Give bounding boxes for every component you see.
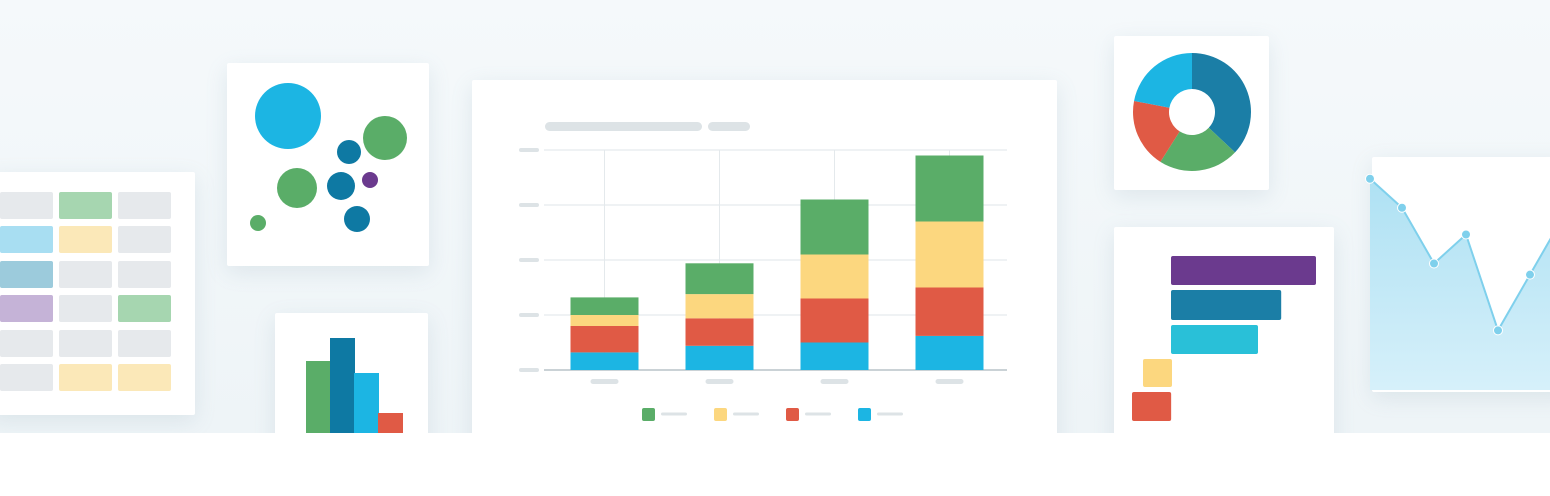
- horizontal-bar: [1132, 392, 1172, 421]
- x-tick-label-placeholder: [705, 379, 734, 384]
- bubble: [337, 140, 361, 164]
- horizontal-bar-chart-card: [1114, 227, 1334, 433]
- legend-swatch: [858, 408, 871, 421]
- donut-slice: [1134, 53, 1192, 108]
- stacked-bar-segment: [570, 352, 639, 370]
- table-cell: [118, 260, 171, 288]
- stacked-bar-segment: [915, 335, 984, 370]
- horizontal-bar: [1171, 256, 1316, 285]
- table-cell: [59, 260, 112, 288]
- legend-label-placeholder: [877, 412, 903, 416]
- donut-slice: [1192, 53, 1251, 153]
- legend-swatch: [642, 408, 655, 421]
- legend-label-placeholder: [661, 412, 687, 416]
- table-cell: [0, 295, 53, 323]
- stacked-bar-segment: [685, 318, 754, 346]
- bubble: [362, 172, 378, 188]
- stacked-bar-segment: [570, 297, 639, 315]
- stacked-bar-segment: [915, 221, 984, 288]
- area-point: [1461, 229, 1471, 240]
- stacked-bar-segment: [915, 287, 984, 336]
- legend-label-placeholder: [733, 412, 759, 416]
- dashboard-illustration: [0, 0, 1550, 433]
- area-point: [1397, 202, 1407, 213]
- stacked-bar-segment: [800, 254, 869, 299]
- bubble: [344, 206, 370, 232]
- table-cell: [0, 364, 53, 391]
- table-cell: [59, 329, 112, 357]
- table-cell: [118, 364, 171, 391]
- horizontal-bar: [1171, 325, 1258, 354]
- bubble: [255, 83, 321, 149]
- stacked-bar-segment: [685, 263, 754, 295]
- table-cell: [59, 295, 112, 323]
- legend-swatch: [786, 408, 799, 421]
- area-point: [1365, 173, 1375, 184]
- y-tick-label-placeholder: [519, 148, 539, 152]
- vertical-bar: [306, 361, 331, 433]
- small-bar-chart: [306, 338, 403, 433]
- bubble: [327, 172, 355, 200]
- x-tick-label-placeholder: [935, 379, 964, 384]
- table-cell: [0, 192, 53, 219]
- horizontal-bar-chart: [1132, 256, 1316, 421]
- stacked-bar-segment: [800, 199, 869, 255]
- vertical-bar: [330, 338, 355, 433]
- table-cell: [0, 226, 53, 254]
- area-fill: [1370, 178, 1550, 390]
- small-bar-chart-card: [275, 313, 428, 433]
- legend-swatch: [714, 408, 727, 421]
- table-cell: [0, 260, 53, 288]
- x-tick-label-placeholder: [820, 379, 849, 384]
- legend-label-placeholder: [805, 412, 831, 416]
- donut-slice: [1133, 100, 1180, 162]
- table-cell: [118, 295, 171, 323]
- donut-chart: [1133, 53, 1251, 172]
- horizontal-bar: [1171, 290, 1282, 320]
- stacked-bar-segment: [915, 155, 984, 222]
- y-tick-label-placeholder: [519, 203, 539, 207]
- stacked-bar-segment: [800, 342, 869, 370]
- donut-slice: [1160, 127, 1236, 172]
- vertical-bar: [378, 413, 403, 433]
- y-tick-label-placeholder: [519, 258, 539, 262]
- area-point: [1429, 258, 1439, 269]
- bubble-chart: [250, 83, 407, 232]
- stacked-bar-segment: [800, 298, 869, 343]
- donut-chart-card: [1114, 36, 1269, 190]
- horizontal-bar: [1143, 359, 1172, 387]
- stacked-bar-segment: [570, 315, 639, 326]
- stacked-bar-segment: [685, 345, 754, 370]
- table-cell: [118, 226, 171, 254]
- bubble: [277, 168, 317, 208]
- chart-title-placeholder: [545, 122, 702, 131]
- y-tick-label-placeholder: [519, 368, 539, 372]
- table-cell: [59, 192, 112, 219]
- area-point: [1525, 269, 1535, 280]
- table-cell: [0, 329, 53, 357]
- chart-subtitle-placeholder: [708, 122, 750, 131]
- table-cell: [118, 192, 171, 219]
- vertical-bar: [354, 373, 379, 433]
- area-chart-card: [1365, 157, 1550, 392]
- bubble: [363, 116, 407, 160]
- table-cell: [59, 226, 112, 254]
- area-point: [1493, 325, 1503, 336]
- stacked-bar-chart: [519, 148, 1007, 421]
- x-tick-label-placeholder: [590, 379, 619, 384]
- stacked-bar-segment: [685, 294, 754, 319]
- y-tick-label-placeholder: [519, 313, 539, 317]
- stacked-bar-segment: [570, 326, 639, 353]
- area-chart: [1365, 173, 1550, 390]
- main-chart-card: [472, 80, 1057, 433]
- bubble: [250, 215, 266, 231]
- table-cell: [59, 364, 112, 391]
- table-cell: [118, 329, 171, 357]
- table-card: [0, 172, 195, 415]
- bubble-chart-card: [227, 63, 429, 266]
